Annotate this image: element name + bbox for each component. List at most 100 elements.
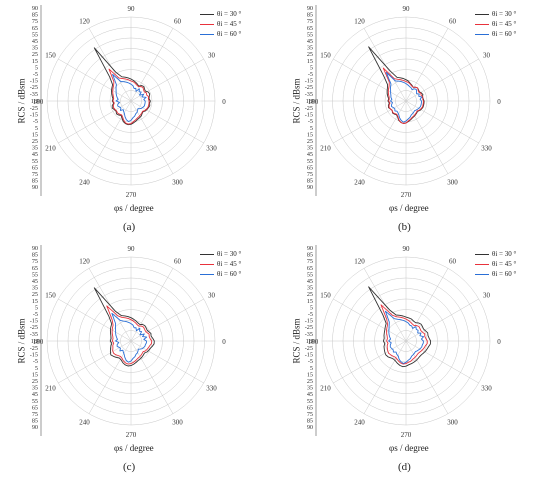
angle-tick-label: 300 (172, 179, 183, 187)
radial-tick-label: 5 (310, 304, 313, 311)
radial-tick-label: 90 (32, 424, 38, 431)
legend-item: θi = 60 ° (475, 269, 516, 279)
radial-tick-label: 35 (307, 285, 313, 292)
angle-tick-label: 300 (447, 179, 458, 187)
radial-tick-label: -15 (305, 318, 313, 325)
radial-tick-label: 25 (32, 51, 38, 58)
grid-spoke (405, 100, 449, 174)
radial-tick-label: 25 (307, 51, 313, 58)
radial-tick-label: 180 (306, 98, 315, 105)
series-line (112, 73, 147, 122)
x-axis-label: φs / degree (389, 443, 429, 453)
panel-caption: (b) (398, 221, 411, 233)
radial-tick-label: 85 (32, 252, 38, 259)
legend-item: θi = 30 ° (200, 249, 241, 259)
radial-tick-label: 90 (307, 5, 313, 12)
angle-tick-label: 150 (45, 292, 56, 300)
radial-tick-label: 65 (307, 25, 313, 32)
legend-swatch (200, 33, 214, 35)
angle-tick-label: 30 (208, 52, 216, 60)
radial-tick-label: -15 (30, 318, 38, 325)
radial-tick-label: 55 (32, 398, 38, 405)
panel-caption: (c) (123, 461, 136, 473)
radial-tick-label: 90 (307, 184, 313, 191)
angle-tick-label: 300 (172, 419, 183, 427)
radial-tick-label: 75 (307, 171, 313, 178)
radial-tick-label: 45 (32, 278, 38, 285)
angle-tick-label: 180 (308, 98, 319, 106)
grid-spoke (88, 100, 132, 174)
radial-tick-label: 55 (307, 398, 313, 405)
radial-tick-label: 25 (307, 291, 313, 298)
panel-caption: (a) (123, 221, 136, 233)
grid-spoke (333, 58, 407, 102)
legend-item: θi = 45 ° (200, 259, 241, 269)
radial-tick-label: 90 (32, 245, 38, 252)
radial-tick-label: -35 (305, 91, 313, 98)
angle-tick-label: 150 (320, 292, 331, 300)
radial-tick-label: 5 (310, 64, 313, 71)
panel-c: 90 60 30 0 330 300 270 240 210 180 150 120 90 85 75 65 5… (0, 240, 275, 479)
radial-tick-label: -35 (305, 331, 313, 338)
legend-item: θi = 45 ° (475, 259, 516, 269)
radial-tick-label: 75 (307, 18, 313, 25)
radial-tick-label: 25 (32, 291, 38, 298)
series-line (368, 286, 432, 368)
angle-tick-label: 330 (481, 385, 492, 393)
radial-tick-label: 25 (307, 378, 313, 385)
angle-tick-label: 30 (483, 292, 491, 300)
grid-spoke (405, 268, 449, 342)
radial-tick-label: 35 (307, 145, 313, 152)
radial-tick-label: 85 (307, 12, 313, 19)
radial-tick-label: -15 (305, 78, 313, 85)
series-line (385, 71, 423, 123)
grid-spoke (58, 298, 132, 342)
angle-tick-label: 210 (45, 385, 56, 393)
radial-tick-label: -5 (308, 358, 313, 365)
angle-tick-label: 240 (354, 419, 365, 427)
grid-spoke (333, 298, 407, 342)
radial-tick-label: 5 (35, 64, 38, 71)
radial-tick-label: 15 (32, 58, 38, 65)
angle-tick-label: 0 (497, 98, 501, 106)
radial-tick-label: 55 (307, 31, 313, 38)
radial-tick-label: 180 (31, 98, 40, 105)
radial-tick-label: -5 (33, 311, 38, 318)
series-line (108, 68, 150, 125)
legend-label: θi = 30 ° (492, 10, 517, 18)
legend-label: θi = 45 ° (492, 20, 517, 28)
legend-item: θi = 60 ° (200, 269, 241, 279)
legend-swatch (200, 263, 214, 265)
radial-tick-label: 180 (31, 338, 40, 345)
radial-tick-label: 5 (35, 365, 38, 372)
panel-d: 90 60 30 0 330 300 270 240 210 180 150 120 90 85 75 65 5… (275, 240, 550, 479)
radial-tick-label: 75 (307, 411, 313, 418)
radial-tick-label: -5 (33, 358, 38, 365)
angle-tick-label: 0 (222, 98, 226, 106)
radial-tick-label: 65 (32, 404, 38, 411)
angle-tick-label: 90 (128, 245, 136, 253)
grid-spoke (333, 340, 407, 384)
x-axis-label: φs / degree (114, 443, 154, 453)
radial-tick-label: 45 (32, 391, 38, 398)
radial-tick-label: 15 (307, 298, 313, 305)
radial-tick-label: -5 (33, 118, 38, 125)
radial-tick-label: 5 (310, 365, 313, 372)
radial-tick-label: 85 (32, 178, 38, 185)
grid-spoke (405, 340, 449, 414)
radial-tick-label: 55 (32, 271, 38, 278)
radial-tick-label: 55 (32, 31, 38, 38)
grid-spoke (130, 340, 174, 414)
radial-tick-label: 65 (307, 164, 313, 171)
radial-tick-label: 85 (307, 178, 313, 185)
radial-tick-label: 65 (32, 25, 38, 32)
radial-tick-label: -25 (30, 345, 38, 352)
radial-tick-label: 45 (307, 151, 313, 158)
angle-tick-label: 270 (126, 431, 137, 439)
radial-tick-label: 45 (32, 38, 38, 45)
legend-label: θi = 30 ° (217, 10, 242, 18)
radial-tick-label: 65 (307, 404, 313, 411)
radial-tick-label: 75 (32, 411, 38, 418)
radial-tick-label: 55 (32, 158, 38, 165)
radial-tick-label: 15 (32, 371, 38, 378)
